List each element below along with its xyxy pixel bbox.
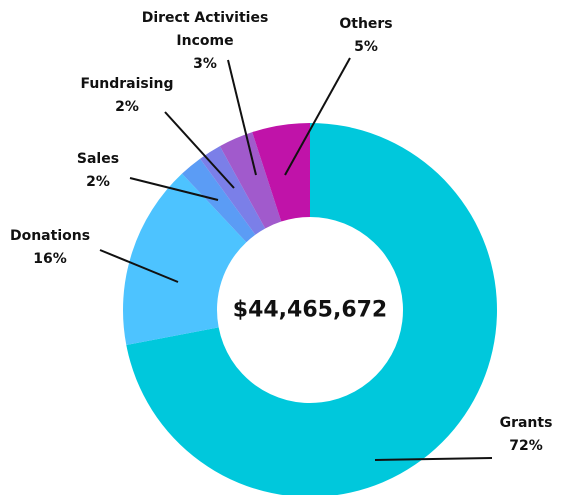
percent-label: 16% — [33, 251, 67, 267]
category-name: Direct Activities Income — [141, 10, 269, 49]
percent-label: 3% — [193, 56, 217, 72]
leader-line — [374, 457, 493, 461]
category-name: Grants — [499, 415, 553, 431]
category-name: Donations — [9, 228, 91, 244]
category-name: Others — [339, 16, 393, 32]
segment-label: Donations 16% — [0, 225, 100, 271]
segment-label: Direct Activities Income 3% — [130, 7, 280, 76]
leader-line — [99, 249, 179, 283]
category-name: Sales — [76, 151, 120, 167]
segment-label: Grants 72% — [486, 412, 561, 458]
percent-label: 2% — [86, 174, 110, 190]
donut-segment — [252, 123, 310, 222]
segment-label: Sales 2% — [58, 148, 138, 194]
category-name: Fundraising — [80, 76, 174, 92]
percent-label: 5% — [354, 39, 378, 55]
center-total: $44,465,672 — [232, 297, 388, 323]
donut-segment — [219, 132, 282, 229]
percent-label: 72% — [509, 438, 543, 454]
percent-label: 2% — [115, 99, 139, 115]
segment-label: Fundraising 2% — [72, 73, 182, 119]
donut-segment — [123, 173, 247, 346]
leader-line — [227, 59, 257, 176]
segment-label: Others 5% — [326, 13, 406, 59]
donut-segment — [126, 123, 497, 495]
leader-line — [129, 177, 219, 201]
donut-segment — [181, 158, 256, 243]
leader-line — [164, 111, 235, 189]
leader-line — [284, 57, 351, 176]
